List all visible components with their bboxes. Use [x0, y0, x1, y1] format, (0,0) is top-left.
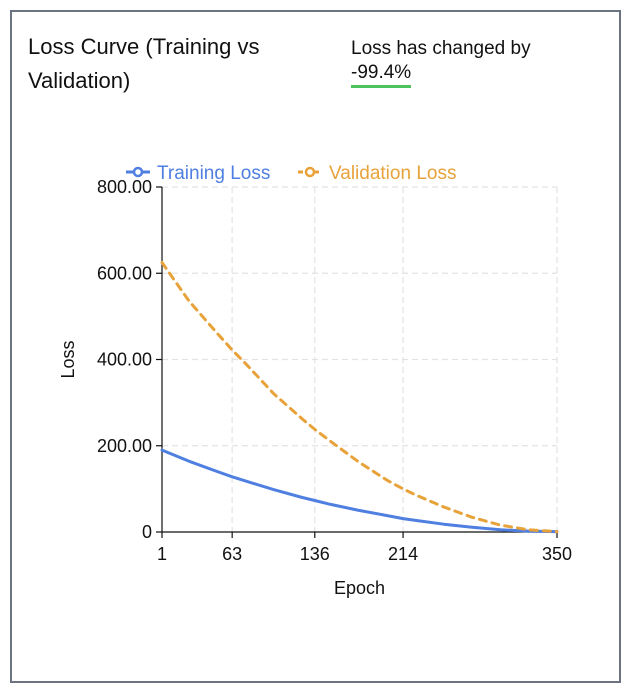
series-line-validation [160, 261, 559, 534]
legend-label: Validation Loss [329, 163, 456, 184]
change-value: -99.4% [351, 61, 412, 88]
legend-swatch-marker [304, 166, 316, 178]
legend-swatch-marker [132, 166, 144, 178]
y-tick-label: 200.00 [97, 436, 152, 456]
chart-title: Loss Curve (Training vs Validation) [28, 34, 260, 93]
legend-item-validation[interactable]: Validation Loss [298, 163, 456, 184]
x-tick-label: 214 [388, 544, 418, 564]
change-label: Loss has changed by [351, 38, 531, 59]
legend-label: Training Loss [157, 163, 270, 184]
y-axis-label: Loss [58, 340, 78, 378]
chart-ticks: 1 63 136 214 350 0 200.00 400.00 600.00 800.00 [97, 177, 572, 564]
x-tick-label: 1 [157, 544, 167, 564]
x-tick-label: 136 [300, 544, 330, 564]
chart-series [160, 261, 559, 534]
x-tick-label: 350 [542, 544, 572, 564]
series-line-training [160, 448, 559, 534]
y-tick-label: 0 [142, 522, 152, 542]
chart-legend[interactable]: Training Loss Validation Loss [126, 163, 456, 184]
y-tick-label: 600.00 [97, 263, 152, 283]
chart-grid [162, 186, 558, 532]
chart-card [10, 10, 621, 683]
x-axis-label: Epoch [334, 578, 385, 598]
change-summary: Loss has changed by -99.4% [351, 37, 581, 88]
legend-item-training[interactable]: Training Loss [126, 163, 270, 184]
y-tick-label: 400.00 [97, 350, 152, 370]
x-tick-label: 63 [222, 544, 242, 564]
y-tick-label: 800.00 [97, 177, 152, 197]
